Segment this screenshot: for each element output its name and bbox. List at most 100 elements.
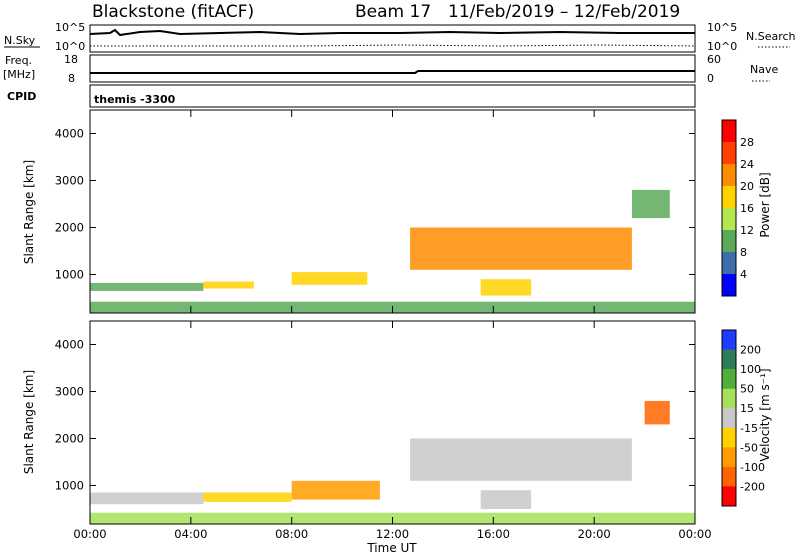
colorbar-swatch [722, 142, 736, 165]
nave-tick-bottom: 0 [707, 72, 714, 85]
x-tick-label: 12:00 [376, 527, 409, 541]
colorbar-tick-label: 50 [740, 383, 754, 396]
colorbar-tick-label: 24 [740, 158, 754, 171]
colorbar-tick-label: 15 [740, 402, 754, 415]
data-region [203, 492, 292, 502]
nsky-tick-top: 10^5 [55, 21, 85, 34]
data-region [410, 438, 632, 481]
freq-panel: Freq. [MHz] 18 8 Nave 60 0 [3, 53, 778, 85]
data-region [480, 490, 532, 509]
colorbar-tick-label: 16 [740, 202, 754, 215]
colorbar-swatch [722, 208, 736, 231]
x-tick-label: 00:00 [73, 527, 106, 541]
data-region [291, 480, 380, 500]
colorbar-swatch [722, 427, 736, 448]
nsearch-label: N.Search [746, 30, 796, 43]
nave-label: Nave [750, 63, 778, 76]
colorbar-tick-label: 12 [740, 224, 754, 237]
colorbar-tick-label: -50 [740, 441, 758, 454]
data-region [480, 279, 532, 296]
colorbar-swatch [722, 447, 736, 468]
y-tick-label: 2000 [55, 431, 84, 445]
x-tick-labels: 00:00 04:00 08:00 12:00 16:00 20:00 00:00 [73, 527, 711, 541]
date-title: 11/Feb/2019 – 12/Feb/2019 [448, 2, 680, 22]
colorbar-swatch [722, 408, 736, 429]
velocity-y-ticks: 4000 3000 2000 1000 [55, 337, 695, 492]
y-tick-label: 1000 [55, 267, 84, 281]
power-heatmap [90, 189, 695, 313]
colorbar-tick-label: 20 [740, 180, 754, 193]
colorbar-swatch [722, 164, 736, 187]
colorbar-swatch [722, 486, 736, 507]
data-region [203, 281, 254, 289]
colorbar-swatch [722, 388, 736, 409]
x-tick-label: 08:00 [275, 527, 308, 541]
colorbar-tick-label: 200 [740, 344, 761, 357]
power-colorbar: 28 24 20 16 12 8 4 [721, 119, 754, 297]
data-region [291, 272, 368, 285]
nsky-tick-bottom: 10^0 [55, 40, 85, 53]
x-tick-label: 00:00 [678, 527, 711, 541]
data-region [644, 400, 670, 425]
y-tick-label: 3000 [55, 384, 84, 398]
colorbar-tick-label: -15 [740, 422, 758, 435]
freq-label-line1: Freq. [5, 54, 32, 67]
power-y-ticks: 4000 3000 2000 1000 [55, 126, 695, 281]
y-tick-label: 4000 [55, 337, 84, 351]
power-panel: 4000 3000 2000 1000 Slant Range [km] [22, 109, 696, 314]
nsearch-tick-bottom: 10^0 [707, 40, 737, 53]
beam-title: Beam 17 [355, 2, 431, 22]
colorbar-tick-label: -200 [740, 480, 765, 493]
freq-label-line2: [MHz] [3, 68, 35, 81]
x-tick-label: 16:00 [477, 527, 510, 541]
cpid-value: themis -3300 [94, 93, 176, 106]
freq-trace [90, 70, 695, 74]
colorbar-swatch [722, 252, 736, 275]
colorbar-tick-label: 8 [740, 246, 747, 259]
colorbar-swatch [722, 120, 736, 143]
data-region [410, 227, 632, 270]
cpid-label: CPID [7, 90, 36, 103]
nsky-trace [89, 28, 695, 37]
y-tick-label: 1000 [55, 478, 84, 492]
data-region [90, 282, 204, 291]
velocity-x-ticks [89, 321, 696, 524]
colorbar-swatch [722, 274, 736, 297]
nave-tick-top: 60 [707, 53, 721, 66]
x-axis-label: Time UT [366, 541, 417, 554]
colorbar-tick-label: 28 [740, 136, 754, 149]
cpid-panel: CPID themis -3300 [7, 84, 696, 108]
colorbar-tick-label: 4 [740, 268, 747, 281]
station-title: Blackstone (fitACF) [92, 2, 254, 22]
velocity-heatmap [90, 400, 695, 524]
y-tick-label: 4000 [55, 126, 84, 140]
nsky-label: N.Sky [4, 34, 36, 47]
nsky-panel: N.Sky 10^5 10^0 N.Search 10^5 10^0 [4, 21, 796, 53]
colorbar-swatch [722, 369, 736, 390]
colorbar-swatch [722, 330, 736, 351]
nsearch-tick-top: 10^5 [707, 21, 737, 34]
x-tick-label: 04:00 [174, 527, 207, 541]
colorbar-tick-label: 100 [740, 363, 761, 376]
freq-tick-top: 18 [64, 53, 78, 66]
colorbar-frame [721, 329, 737, 507]
data-region [632, 189, 670, 219]
y-tick-label: 3000 [55, 173, 84, 187]
colorbar-swatch [722, 349, 736, 370]
data-region [90, 492, 204, 505]
velocity-y-label: Slant Range [km] [22, 370, 36, 474]
freq-tick-bottom: 8 [68, 72, 75, 85]
nsearch-trace [90, 44, 696, 47]
power-x-ticks [89, 110, 696, 313]
power-y-label: Slant Range [km] [22, 160, 36, 264]
power-colorbar-label: Power [dB] [758, 172, 772, 237]
colorbar-swatch [722, 230, 736, 253]
colorbar-swatch [722, 186, 736, 209]
colorbar-tick-label: -100 [740, 461, 765, 474]
colorbar-frame [721, 119, 737, 297]
velocity-colorbar: 200 100 50 15 -15 -50 -100 -200 [721, 329, 765, 507]
y-tick-label: 2000 [55, 220, 84, 234]
velocity-panel: 4000 3000 2000 1000 Slant Range [km] [22, 320, 696, 525]
x-tick-label: 20:00 [578, 527, 611, 541]
